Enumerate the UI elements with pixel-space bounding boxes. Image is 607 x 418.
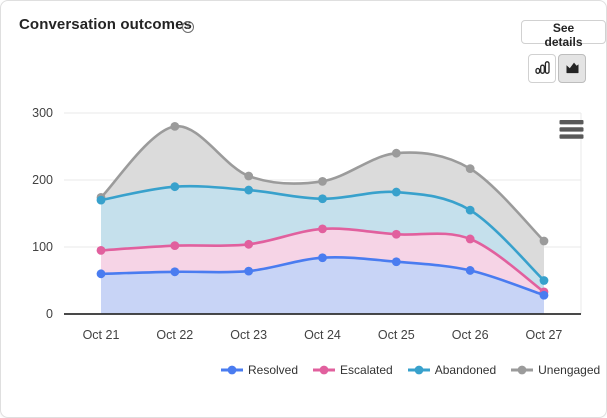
marker-abandoned [318, 194, 327, 204]
x-axis-tick-label: Oct 24 [304, 328, 341, 342]
marker-escalated [465, 234, 475, 244]
legend-label: Abandoned [434, 363, 497, 377]
chart-context-menu-button[interactable] [557, 116, 585, 144]
x-axis-tick-label: Oct 27 [525, 328, 563, 342]
legend-marker-icon [511, 365, 534, 375]
marker-abandoned [170, 182, 180, 192]
y-axis-tick-label: 100 [32, 240, 53, 254]
info-icon[interactable]: i [182, 21, 194, 33]
marker-escalated [244, 239, 254, 249]
legend-item-escalated[interactable]: Escalated [313, 363, 393, 377]
legend-item-abandoned[interactable]: Abandoned [407, 363, 497, 377]
legend-label: Unengaged [538, 363, 601, 377]
marker-abandoned [244, 185, 254, 195]
x-axis-tick-label: Oct 21 [82, 328, 120, 342]
area-chart-toggle-button[interactable] [558, 54, 586, 83]
marker-resolved [96, 269, 106, 279]
marker-resolved [170, 267, 180, 277]
marker-unengaged [244, 171, 254, 181]
marker-resolved [465, 266, 475, 275]
x-axis-tick-label: Oct 23 [230, 328, 268, 342]
y-axis-tick-label: 300 [32, 106, 53, 120]
marker-unengaged [170, 122, 180, 131]
marker-unengaged [391, 148, 401, 158]
marker-abandoned [465, 205, 475, 215]
marker-resolved [318, 253, 327, 263]
x-axis-tick-label: Oct 22 [156, 328, 194, 342]
marker-escalated [170, 241, 180, 251]
legend-marker-icon [407, 365, 430, 375]
legend-item-unengaged[interactable]: Unengaged [511, 363, 600, 377]
x-axis-tick-label: Oct 26 [451, 328, 489, 342]
legend-label: Resolved [248, 363, 299, 377]
marker-escalated [96, 245, 106, 255]
marker-unengaged [539, 236, 549, 246]
legend-marker-icon [221, 365, 243, 375]
marker-resolved [391, 257, 401, 267]
legend-marker-icon [313, 365, 336, 375]
y-axis-tick-label: 200 [32, 173, 53, 187]
marker-escalated [391, 229, 401, 239]
chart-legend: Resolved Escalated Abandoned Unengaged [221, 363, 600, 377]
marker-escalated [318, 224, 327, 234]
marker-abandoned [539, 276, 549, 285]
marker-resolved [244, 266, 254, 276]
bar-chart-icon [534, 59, 551, 79]
hamburger-icon [559, 120, 584, 144]
area-chart-icon [564, 59, 581, 79]
y-axis-tick-label: 0 [46, 307, 53, 321]
x-axis-tick-label: Oct 25 [377, 328, 415, 342]
legend-label: Escalated [340, 363, 393, 377]
marker-abandoned [96, 195, 106, 205]
bar-chart-toggle-button[interactable] [528, 54, 556, 83]
see-details-button[interactable]: See details [521, 20, 606, 49]
marker-abandoned [391, 187, 401, 197]
marker-unengaged [465, 164, 475, 174]
area-resolved [101, 257, 544, 314]
page-title: Conversation outcomes [19, 16, 192, 33]
marker-resolved [539, 290, 549, 300]
legend-item-resolved[interactable]: Resolved [221, 363, 298, 377]
marker-unengaged [318, 176, 327, 186]
